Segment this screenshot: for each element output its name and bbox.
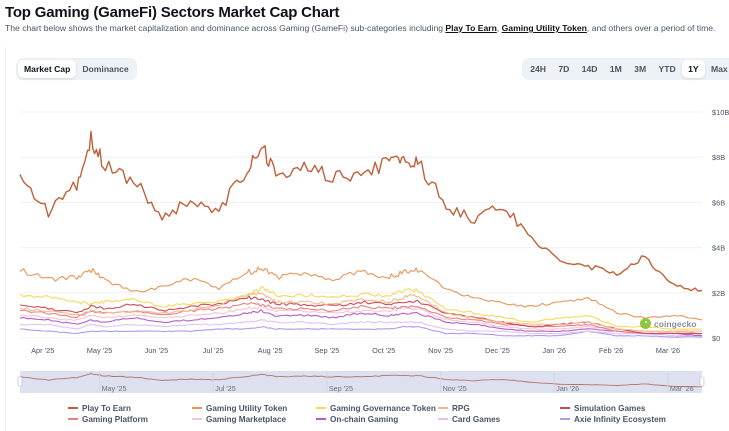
- range-ytd[interactable]: YTD: [658, 64, 676, 74]
- legend-item-card-games[interactable]: Card Games: [438, 414, 560, 424]
- navigator-handle-right[interactable]: [699, 376, 705, 387]
- tab-dominance[interactable]: Dominance: [82, 64, 129, 74]
- range-1m[interactable]: 1M: [609, 64, 622, 74]
- x-tick-label: Oct '25: [372, 346, 395, 355]
- desc-prefix: The chart below shows the market capital…: [5, 23, 446, 33]
- legend-swatch: [560, 407, 570, 409]
- watermark-text: coingecko: [654, 318, 697, 329]
- series-line-card-games: [19, 318, 702, 337]
- range-7d[interactable]: 7D: [558, 64, 570, 74]
- y-tick-label: $0: [712, 334, 720, 343]
- series-line-rpg: [19, 292, 703, 333]
- legend-label: RPG: [452, 403, 470, 413]
- legend-swatch: [68, 418, 78, 420]
- link-gaming-utility-token[interactable]: Gaming Utility Token: [501, 23, 587, 33]
- page-title: Top Gaming (GameFi) Sectors Market Cap C…: [5, 4, 340, 21]
- link-play-to-earn[interactable]: Play To Earn: [445, 23, 497, 33]
- y-tick-label: $6B: [712, 198, 725, 207]
- series-line-gaming-utility-token: [19, 266, 703, 321]
- series-line-on-chain-gaming: [19, 309, 703, 337]
- x-tick-label: Jan '26: [542, 346, 566, 355]
- navigator-selection[interactable]: [20, 371, 702, 393]
- legend-label: Gaming Marketplace: [206, 414, 287, 424]
- legend-item-gaming-marketplace[interactable]: Gaming Marketplace: [192, 414, 316, 424]
- legend-label: Gaming Platform: [82, 414, 148, 424]
- range-1y[interactable]: 1Y: [681, 60, 705, 78]
- desc-separator: ,: [496, 23, 502, 33]
- navigator-tick-label: May '25: [102, 384, 127, 393]
- legend-item-gaming-governance-token[interactable]: Gaming Governance Token: [316, 403, 438, 413]
- x-tick-label: Apr '25: [31, 346, 54, 355]
- legend-label: Gaming Governance Token: [330, 403, 436, 413]
- x-tick-label: Nov '25: [428, 346, 453, 355]
- legend-item-simulation-games[interactable]: Simulation Games: [560, 403, 700, 413]
- navigator-tick-label: Sep '25: [329, 384, 353, 393]
- x-tick-label: Mar '26: [656, 346, 680, 355]
- legend-item-play-to-earn[interactable]: Play To Earn: [68, 403, 192, 413]
- chart-card: [5, 47, 729, 431]
- series-line-play-to-earn: [19, 130, 703, 292]
- view-toggle: Market Cap Dominance: [16, 58, 137, 80]
- legend-swatch: [316, 407, 326, 409]
- x-tick-label: Aug '25: [258, 346, 283, 355]
- legend-swatch: [438, 418, 448, 420]
- series-line-gaming-marketplace: [19, 305, 703, 335]
- legend-label: Card Games: [452, 414, 501, 424]
- y-tick-label: $4B: [712, 244, 725, 253]
- x-tick-label: Jun '25: [145, 346, 169, 355]
- navigator-series-line: [19, 372, 702, 388]
- y-axis: $0 $2B $4B $6B $8B $10B: [712, 108, 729, 343]
- x-tick-label: Dec '25: [485, 346, 510, 355]
- legend-label: On-chain Gaming: [330, 414, 399, 424]
- tab-market-cap[interactable]: Market Cap: [18, 60, 77, 78]
- page-description: The chart below shows the market capital…: [5, 23, 715, 33]
- x-tick-label: May '25: [87, 346, 113, 355]
- range-toggle: 24H 7D 14D 1M 3M YTD 1Y Max: [522, 58, 729, 80]
- legend-swatch: [316, 418, 326, 420]
- range-navigator[interactable]: May '25 Jul '25 Sep '25 Nov '25 Jan '26 Mar '…: [17, 371, 705, 393]
- legend-swatch: [192, 407, 202, 409]
- navigator-tick-label: Mar '26: [670, 384, 694, 393]
- navigator-tick-label: Jan '26: [556, 384, 579, 393]
- legend-item-on-chain-gaming[interactable]: On-chain Gaming: [316, 414, 438, 424]
- coingecko-logo-icon: [640, 318, 651, 329]
- series-lines: [19, 130, 703, 338]
- legend-label: Gaming Utility Token: [206, 403, 288, 413]
- series-line-gaming-governance-token: [19, 286, 703, 330]
- legend-item-gaming-platform[interactable]: Gaming Platform: [68, 414, 192, 424]
- x-tick-label: Jul '25: [203, 346, 224, 355]
- navigator-tick-label: Jul '25: [215, 384, 236, 393]
- y-tick-label: $10B: [712, 108, 729, 117]
- y-tick-label: $2B: [712, 289, 725, 298]
- legend-item-gaming-utility-token[interactable]: Gaming Utility Token: [192, 403, 316, 413]
- legend-item-rpg[interactable]: RPG: [438, 403, 560, 413]
- y-tick-label: $8B: [712, 153, 725, 162]
- chart-legend: Play To Earn Gaming Utility Token Gaming G…: [68, 403, 718, 424]
- x-axis: Apr '25 May '25 Jun '25 Jul '25 Aug '25 Sep '…: [31, 346, 680, 355]
- range-3m[interactable]: 3M: [634, 64, 647, 74]
- legend-swatch: [560, 418, 570, 420]
- coingecko-watermark: coingecko: [640, 318, 697, 329]
- legend-swatch: [192, 418, 202, 420]
- range-14d[interactable]: 14D: [581, 64, 598, 74]
- desc-suffix: , and others over a period of time.: [586, 23, 716, 33]
- legend-label: Simulation Games: [574, 403, 646, 413]
- legend-swatch: [438, 407, 448, 409]
- navigator-handle-left[interactable]: [17, 376, 23, 387]
- navigator-tick-label: Nov '25: [443, 384, 467, 393]
- legend-item-axie-infinity-ecosystem[interactable]: Axie Infinity Ecosystem: [560, 414, 700, 424]
- legend-label: Play To Earn: [82, 403, 131, 413]
- legend-swatch: [68, 407, 78, 409]
- series-line-axie-infinity-ecosystem: [19, 325, 703, 338]
- x-tick-label: Sep '25: [314, 346, 339, 355]
- range-max[interactable]: Max: [710, 64, 728, 74]
- x-tick-label: Feb '26: [599, 346, 623, 355]
- range-24h[interactable]: 24H: [530, 64, 546, 74]
- legend-label: Axie Infinity Ecosystem: [574, 414, 666, 424]
- grid-lines: [20, 111, 702, 339]
